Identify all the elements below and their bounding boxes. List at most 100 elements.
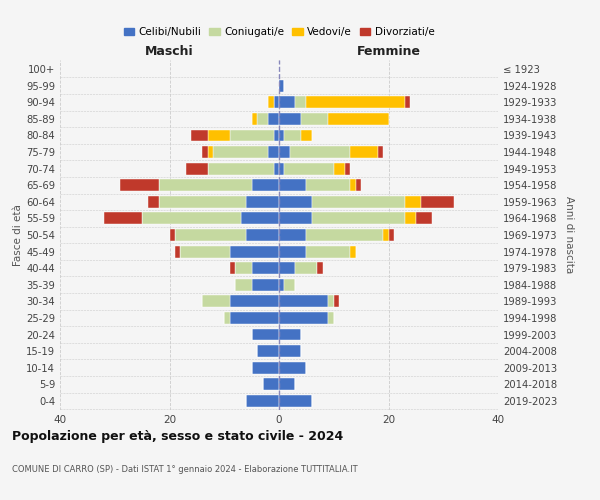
Bar [279,212,312,224]
Bar [251,180,279,191]
Bar [350,246,356,258]
Bar [241,212,279,224]
Text: Maschi: Maschi [145,44,194,58]
Bar [279,345,301,357]
Bar [251,113,257,125]
Bar [389,229,394,241]
Bar [142,212,241,224]
Bar [312,212,405,224]
Bar [307,180,350,191]
Bar [274,130,279,141]
Bar [230,296,279,308]
Bar [235,262,251,274]
Bar [268,146,279,158]
Text: Femmine: Femmine [356,44,421,58]
Bar [284,279,295,290]
Bar [284,162,334,174]
Bar [224,312,230,324]
Text: COMUNE DI CARRO (SP) - Dati ISTAT 1° gennaio 2024 - Elaborazione TUTTITALIA.IT: COMUNE DI CARRO (SP) - Dati ISTAT 1° gen… [12,465,358,474]
Bar [405,212,416,224]
Bar [317,262,323,274]
Bar [230,130,274,141]
Bar [251,279,279,290]
Legend: Celibi/Nubili, Coniugati/e, Vedovi/e, Divorziati/e: Celibi/Nubili, Coniugati/e, Vedovi/e, Di… [119,23,439,42]
Bar [246,196,279,208]
Bar [350,180,356,191]
Bar [279,378,295,390]
Bar [279,395,312,407]
Bar [312,196,405,208]
Bar [186,162,208,174]
Bar [290,146,350,158]
Bar [208,130,230,141]
Bar [246,229,279,241]
Bar [208,162,274,174]
Bar [251,362,279,374]
Bar [328,296,334,308]
Bar [279,328,301,340]
Bar [295,262,317,274]
Bar [328,113,389,125]
Bar [214,146,268,158]
Bar [230,312,279,324]
Bar [421,196,454,208]
Bar [383,229,389,241]
Bar [279,362,307,374]
Bar [208,146,214,158]
Bar [307,229,383,241]
Bar [279,146,290,158]
Bar [284,130,301,141]
Bar [263,378,279,390]
Y-axis label: Fasce di età: Fasce di età [13,204,23,266]
Bar [251,262,279,274]
Bar [334,162,344,174]
Bar [405,96,410,108]
Bar [279,80,284,92]
Y-axis label: Anni di nascita: Anni di nascita [564,196,574,274]
Bar [175,246,181,258]
Bar [191,130,208,141]
Bar [158,196,246,208]
Bar [279,229,307,241]
Bar [104,212,142,224]
Bar [158,180,251,191]
Bar [169,229,175,241]
Bar [257,113,268,125]
Bar [175,229,246,241]
Bar [279,246,307,258]
Bar [307,96,405,108]
Bar [274,162,279,174]
Bar [251,328,279,340]
Bar [257,345,279,357]
Bar [328,312,334,324]
Bar [181,246,230,258]
Text: Popolazione per età, sesso e stato civile - 2024: Popolazione per età, sesso e stato civil… [12,430,343,443]
Bar [307,246,350,258]
Bar [279,96,295,108]
Bar [279,162,284,174]
Bar [279,130,284,141]
Bar [279,312,328,324]
Bar [345,162,350,174]
Bar [301,130,312,141]
Bar [274,96,279,108]
Bar [350,146,377,158]
Bar [268,96,274,108]
Bar [301,113,328,125]
Bar [356,180,361,191]
Bar [377,146,383,158]
Bar [279,180,307,191]
Bar [230,246,279,258]
Bar [202,296,230,308]
Bar [416,212,432,224]
Bar [405,196,421,208]
Bar [279,113,301,125]
Bar [279,262,295,274]
Bar [334,296,339,308]
Bar [279,196,312,208]
Bar [279,296,328,308]
Bar [230,262,235,274]
Bar [148,196,158,208]
Bar [268,113,279,125]
Bar [295,96,307,108]
